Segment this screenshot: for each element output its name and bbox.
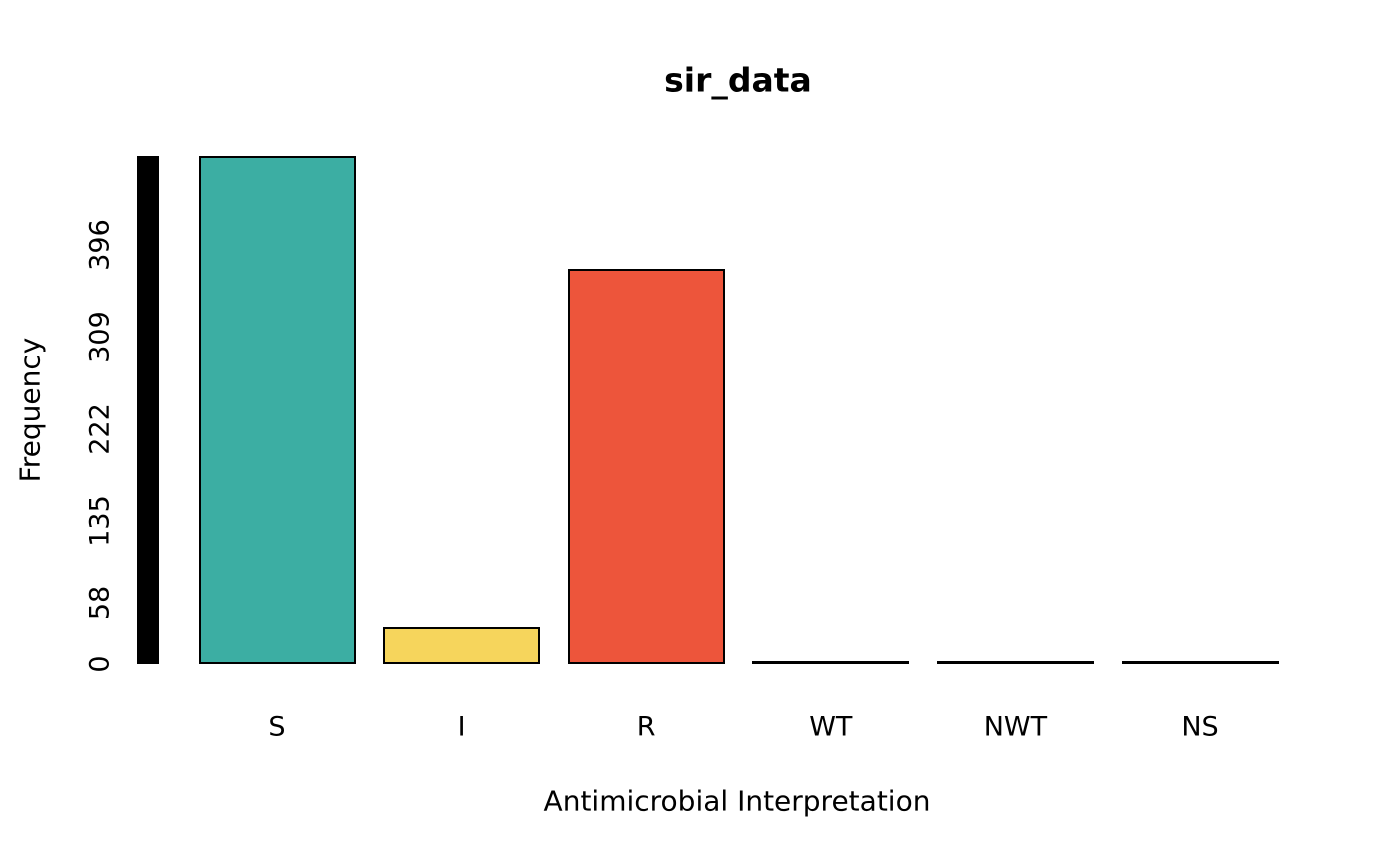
zero-bar-ns (1121, 661, 1279, 664)
x-category-label-s: S (268, 711, 286, 743)
bar-s (198, 156, 356, 664)
zero-bar-wt (752, 661, 910, 664)
bar-i (383, 626, 541, 664)
x-category-label-ns: NS (1181, 711, 1219, 743)
y-tick-label-309: 309 (84, 311, 116, 363)
x-category-label-nwt: NWT (983, 711, 1048, 743)
bar-r (567, 269, 725, 664)
x-category-label-i: I (457, 711, 466, 743)
zero-bar-nwt (936, 661, 1094, 664)
chart-title: sir_data (664, 60, 812, 100)
x-axis-title: Antimicrobial Interpretation (543, 784, 931, 818)
y-axis-thick-bar (137, 156, 159, 664)
y-tick-label-222: 222 (84, 403, 116, 455)
y-tick-label-58: 58 (84, 585, 116, 620)
y-tick-label-396: 396 (84, 219, 116, 271)
x-category-label-r: R (636, 711, 656, 743)
x-category-label-wt: WT (809, 711, 853, 743)
y-tick-label-135: 135 (84, 495, 116, 547)
y-tick-label-0: 0 (84, 655, 116, 673)
